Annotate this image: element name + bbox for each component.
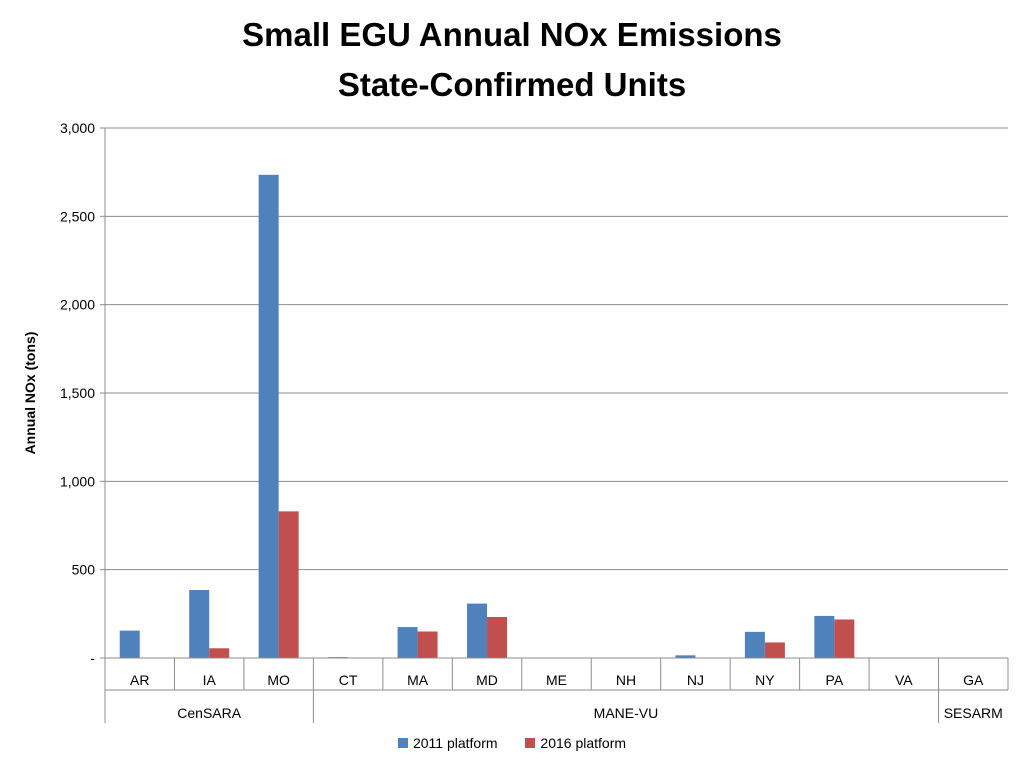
bar-2011-MD <box>467 603 488 658</box>
bar-2016-MO <box>278 511 299 658</box>
legend-item-2011: 2011 platform <box>397 735 498 751</box>
bar-2016-IA <box>209 648 230 658</box>
category-label-AR: AR <box>130 672 149 688</box>
legend-item-2016: 2016 platform <box>525 735 626 751</box>
bar-2016-PA <box>834 619 855 658</box>
category-label-MD: MD <box>476 672 498 688</box>
category-label-MO: MO <box>267 672 290 688</box>
category-label-IA: IA <box>203 672 217 688</box>
y-tick-label: 1,500 <box>60 385 95 401</box>
chart-title: Small EGU Annual NOx Emissions <box>242 16 782 53</box>
y-tick-label: - <box>90 650 95 666</box>
bar-2011-MO <box>258 174 279 659</box>
chart-subtitle: State-Confirmed Units <box>337 66 687 103</box>
category-label-CT: CT <box>339 672 358 688</box>
bar-2011-PA <box>814 615 835 658</box>
legend-label-2016: 2016 platform <box>540 735 627 751</box>
group-label-SESARM: SESARM <box>944 705 1003 721</box>
bar-2016-NY <box>764 642 785 658</box>
bar-2011-NJ <box>675 655 696 658</box>
legend: 2011 platform 2016 platform <box>0 735 1024 751</box>
bar-2011-IA <box>189 589 210 658</box>
group-label-CenSARA: CenSARA <box>177 705 241 721</box>
bar-2011-NY <box>744 631 765 658</box>
y-tick-label: 1,000 <box>60 473 95 489</box>
group-label-MANE-VU: MANE-VU <box>594 705 659 721</box>
y-tick-label: 3,000 <box>60 120 95 136</box>
category-label-PA: PA <box>826 672 844 688</box>
bar-2011-AR <box>119 630 140 658</box>
y-tick-label: 2,500 <box>60 208 95 224</box>
category-label-VA: VA <box>895 672 913 688</box>
bar-2011-MA <box>397 627 418 658</box>
y-tick-label: 500 <box>72 562 96 578</box>
category-label-NH: NH <box>616 672 636 688</box>
bar-2016-MA <box>417 631 438 658</box>
legend-swatch-2016 <box>525 738 536 748</box>
category-label-MA: MA <box>407 672 429 688</box>
legend-swatch-2011 <box>397 738 408 748</box>
category-label-NJ: NJ <box>687 672 704 688</box>
category-label-GA: GA <box>963 672 984 688</box>
y-tick-label: 2,000 <box>60 297 95 313</box>
bar-2016-MD <box>487 617 508 658</box>
category-label-ME: ME <box>546 672 567 688</box>
category-label-NY: NY <box>755 672 775 688</box>
y-axis-label: Annual NOx (tons) <box>22 332 38 455</box>
legend-label-2011: 2011 platform <box>412 735 498 751</box>
